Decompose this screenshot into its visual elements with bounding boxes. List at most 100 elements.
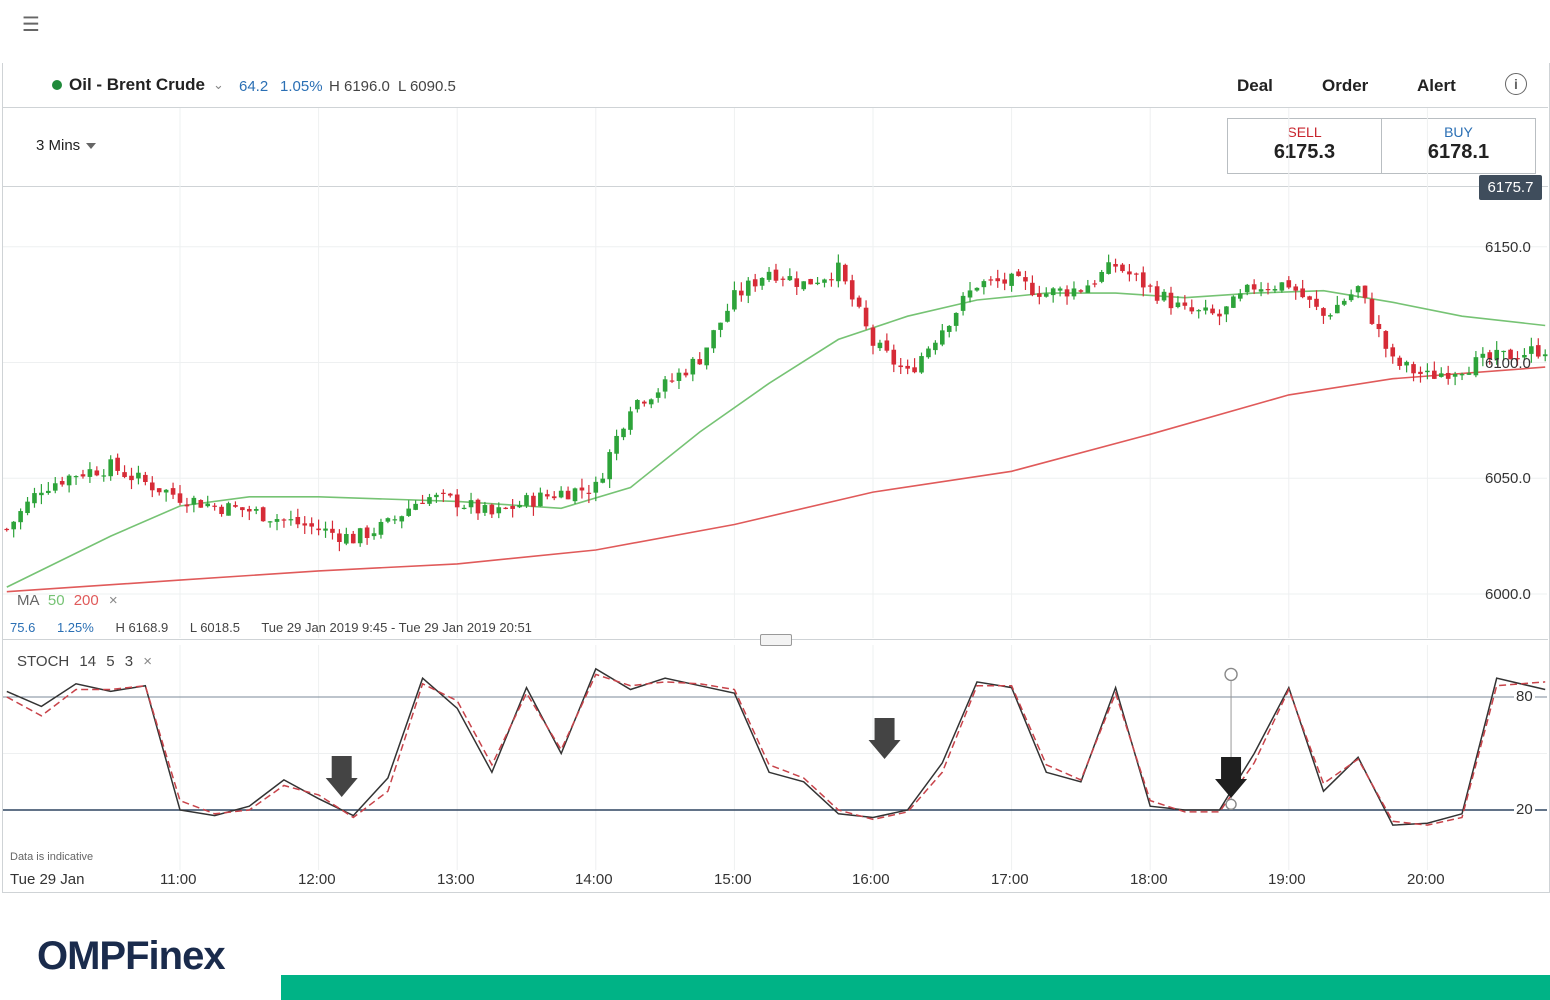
candle-body	[1307, 296, 1312, 300]
candle-body	[253, 508, 259, 511]
candle-body	[1376, 323, 1382, 330]
brand-logo: OMPFinex	[37, 934, 226, 978]
bull-candle	[1328, 313, 1333, 320]
candle-body	[1466, 373, 1472, 375]
candle-body	[517, 504, 522, 508]
bear-candle	[1078, 289, 1084, 294]
buy-button[interactable]: BUY 6178.1	[1381, 119, 1535, 173]
bull-candle	[655, 388, 661, 403]
ma-remove-icon[interactable]: ×	[108, 592, 118, 609]
bear-candle	[1210, 304, 1215, 315]
bear-candle	[170, 482, 176, 500]
bear-candle	[337, 529, 342, 552]
bear-candle	[1016, 269, 1021, 277]
candle-body	[836, 262, 841, 282]
candle-body	[669, 380, 675, 382]
candle-body	[1210, 308, 1215, 314]
candle-body	[357, 528, 363, 544]
order-tab[interactable]: Order	[1322, 76, 1369, 95]
range-high: H 6168.9	[115, 620, 169, 635]
bull-candle	[323, 521, 328, 538]
bull-candle	[1335, 295, 1340, 314]
bull-candle	[434, 492, 439, 503]
alert-tab[interactable]: Alert	[1417, 76, 1456, 95]
bull-candle	[1258, 282, 1264, 297]
bull-candle	[1480, 347, 1486, 367]
bull-candle	[877, 339, 883, 352]
session-low: L 6090.5	[398, 78, 456, 95]
bull-candle	[1071, 281, 1077, 300]
candle-body	[1286, 280, 1292, 288]
candle-body	[46, 490, 51, 494]
stoch-remove-icon[interactable]: ×	[143, 653, 153, 670]
bull-candle	[517, 500, 522, 509]
candle-body	[725, 310, 730, 322]
bull-candle	[1355, 285, 1361, 299]
bull-candle	[1404, 360, 1409, 373]
candle-body	[718, 322, 723, 330]
bull-candle	[1175, 296, 1181, 309]
candle-body	[4, 528, 10, 531]
candle-body	[427, 497, 432, 504]
time-tick-label: 11:00	[160, 871, 197, 888]
candle-body	[1057, 288, 1063, 291]
instrument-name[interactable]: Oil - Brent Crude	[69, 75, 206, 94]
candle-body	[378, 521, 384, 535]
info-icon[interactable]: i	[1505, 73, 1527, 95]
candle-body	[1445, 372, 1451, 379]
candle-body	[420, 502, 425, 505]
candle-body	[475, 499, 481, 514]
candle-body	[565, 490, 571, 500]
candle-body	[586, 492, 592, 494]
ma-fast-period: 50	[47, 592, 65, 609]
bull-candle	[1522, 348, 1527, 360]
stoch-d-period: 3	[124, 653, 134, 670]
candle-body	[967, 290, 973, 298]
bull-candle	[427, 493, 432, 506]
bull-candle	[766, 267, 772, 283]
candle-body	[1279, 282, 1285, 291]
ma-legend-name: MA	[17, 592, 39, 609]
candle-body	[1064, 289, 1070, 297]
stoch-level-label: 20	[1514, 801, 1535, 818]
hamburger-menu-icon[interactable]: ☰	[22, 14, 40, 36]
deal-tab[interactable]: Deal	[1237, 76, 1273, 95]
bull-candle	[413, 500, 418, 511]
chevron-down-icon[interactable]: ⌄	[213, 77, 224, 92]
candle-body	[926, 348, 931, 358]
candle-body	[1265, 289, 1271, 291]
candle-body	[1258, 289, 1264, 292]
panel-resize-handle[interactable]	[760, 634, 792, 646]
bear-candle	[1321, 307, 1326, 324]
candle-body	[1390, 347, 1396, 357]
bear-candle	[59, 476, 65, 487]
candle-body	[80, 474, 86, 477]
bull-candle	[101, 469, 107, 482]
candle-body	[787, 276, 793, 281]
bear-candle	[579, 478, 585, 499]
candle-body	[413, 503, 418, 510]
bull-candle	[288, 510, 294, 526]
candle-body	[1217, 313, 1222, 317]
time-tick-label: 15:00	[714, 871, 752, 888]
timeframe-label: 3 Mins	[36, 137, 81, 154]
candle-body	[891, 349, 897, 365]
candle-body	[1120, 264, 1125, 272]
candle-body	[288, 519, 294, 521]
candle-body	[1161, 291, 1167, 301]
candle-body	[1030, 282, 1035, 295]
bear-candle	[586, 484, 592, 504]
down-arrow-icon	[868, 718, 901, 759]
down-arrow-icon	[325, 756, 358, 797]
bull-candle	[1099, 269, 1104, 284]
candle-body	[447, 493, 453, 496]
bull-candle	[385, 517, 391, 524]
bear-candle	[1535, 338, 1541, 359]
candle-body	[1023, 277, 1028, 282]
timeframe-selector[interactable]: 3 Mins	[36, 137, 97, 154]
candle-body	[87, 469, 93, 477]
candle-body	[73, 476, 79, 478]
bull-candle	[572, 487, 578, 504]
candle-body	[683, 372, 689, 376]
